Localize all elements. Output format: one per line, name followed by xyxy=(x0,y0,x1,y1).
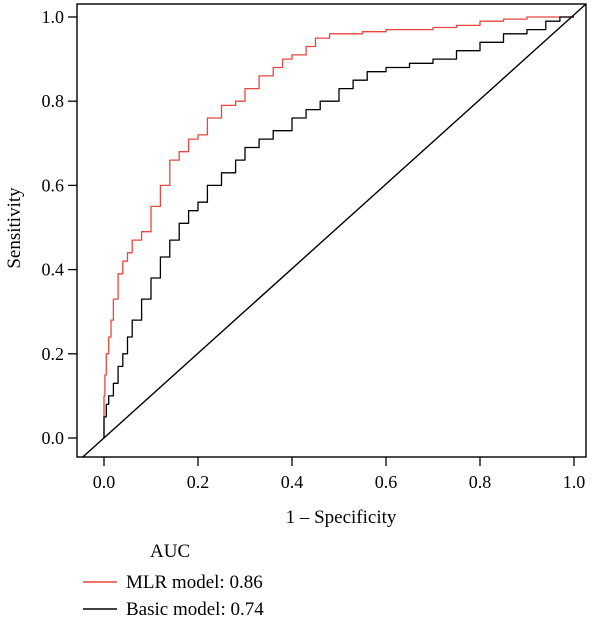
y-tick-label: 1.0 xyxy=(42,7,65,27)
y-tick-label: 0.4 xyxy=(42,260,65,280)
y-tick-label: 0.8 xyxy=(42,91,65,111)
legend-entry-basic: Basic model: 0.74 xyxy=(126,599,264,620)
reference-line xyxy=(82,3,587,458)
y-tick-label: 0.2 xyxy=(42,344,65,364)
x-tick-label: 0.0 xyxy=(93,472,116,492)
legend: AUC MLR model: 0.86 Basic model: 0.74 xyxy=(83,541,264,620)
roc-curves xyxy=(103,16,574,438)
x-tick-label: 0.6 xyxy=(375,472,398,492)
x-tick-label: 0.8 xyxy=(469,472,492,492)
y-axis: 0.0 0.2 0.4 0.6 0.8 1.0 xyxy=(42,7,77,448)
x-tick-label: 1.0 xyxy=(563,472,586,492)
roc-curve-mlr xyxy=(103,16,574,438)
y-axis-label: Sensitivity xyxy=(4,187,25,269)
legend-title: AUC xyxy=(150,541,190,562)
reference-diagonal xyxy=(82,3,587,458)
y-tick-label: 0.6 xyxy=(42,175,65,195)
plot-frame xyxy=(76,3,587,458)
x-tick-label: 0.4 xyxy=(281,472,304,492)
y-tick-label: 0.0 xyxy=(42,428,65,448)
x-tick-label: 0.2 xyxy=(187,472,210,492)
roc-curve-basic xyxy=(103,16,574,438)
x-axis: 0.0 0.2 0.4 0.6 0.8 1.0 xyxy=(93,457,586,492)
legend-entry-mlr: MLR model: 0.86 xyxy=(126,572,263,593)
x-axis-label: 1 – Specificity xyxy=(286,507,397,528)
